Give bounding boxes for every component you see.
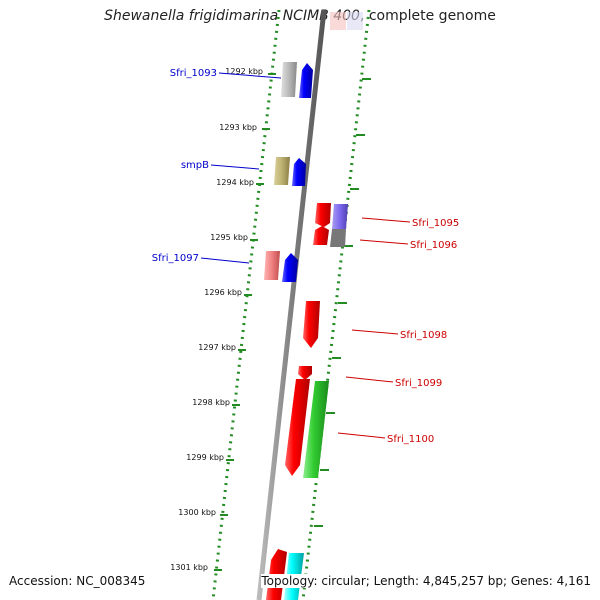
inner-ticks [214, 73, 276, 571]
left-leader-lines [200, 72, 282, 264]
map-title: Shewanella frigidimarina NCIMB 400, comp… [0, 8, 600, 24]
gene-feature[interactable] [264, 251, 280, 280]
gene-feature[interactable] [299, 63, 313, 98]
gene-label[interactable]: Sfri_1096 [410, 240, 457, 251]
gene-feature[interactable] [313, 226, 329, 245]
gene-feature[interactable] [315, 203, 331, 227]
gene-feature[interactable] [332, 204, 348, 229]
gene-feature[interactable] [282, 253, 298, 282]
tick-label: 1299 kbp [186, 453, 224, 462]
outer-ticks [308, 78, 371, 582]
topology-text: Topology: circular; Length: 4,845,257 bp… [261, 574, 591, 588]
faint-feature-tile [330, 12, 346, 30]
gene-feature[interactable] [285, 379, 310, 476]
tick-label: 1298 kbp [192, 398, 230, 407]
faint-feature-tile [347, 12, 363, 30]
tick-label: 1297 kbp [198, 343, 236, 352]
tick-label: 1294 kbp [216, 178, 254, 187]
gene-label[interactable]: Sfri_1093 [170, 68, 217, 79]
gene-label[interactable]: Sfri_1100 [387, 434, 434, 445]
gene-label[interactable]: Sfri_1095 [412, 218, 459, 229]
gene-feature[interactable] [298, 366, 312, 380]
gene-label[interactable]: smpB [181, 160, 209, 171]
accession-text: Accession: NC_008345 [9, 574, 146, 588]
gene-feature[interactable] [274, 157, 290, 185]
tick-label: 1292 kbp [225, 67, 263, 76]
gene-label[interactable]: Sfri_1098 [400, 330, 447, 341]
right-leader-lines [337, 217, 411, 439]
tick-label: 1295 kbp [210, 233, 248, 242]
gene-features [264, 62, 348, 600]
tick-label: 1301 kbp [170, 563, 208, 572]
gene-label[interactable]: Sfri_1099 [395, 378, 442, 389]
outer-dotted-track [301, 9, 371, 600]
gene-feature[interactable] [303, 301, 320, 348]
gene-label[interactable]: Sfri_1097 [152, 253, 199, 264]
gene-feature[interactable] [292, 158, 306, 186]
gene-feature[interactable] [330, 229, 346, 247]
gene-feature[interactable] [303, 381, 329, 478]
genome-backbone [256, 9, 327, 600]
species-name: Shewanella frigidimarina NCIMB 400 [104, 8, 360, 24]
tick-label: 1296 kbp [204, 288, 242, 297]
inner-dotted-track [211, 9, 281, 600]
tick-label: 1300 kbp [178, 508, 216, 517]
gene-feature[interactable] [281, 62, 297, 97]
tick-label: 1293 kbp [219, 123, 257, 132]
title-suffix: , complete genome [359, 8, 496, 24]
